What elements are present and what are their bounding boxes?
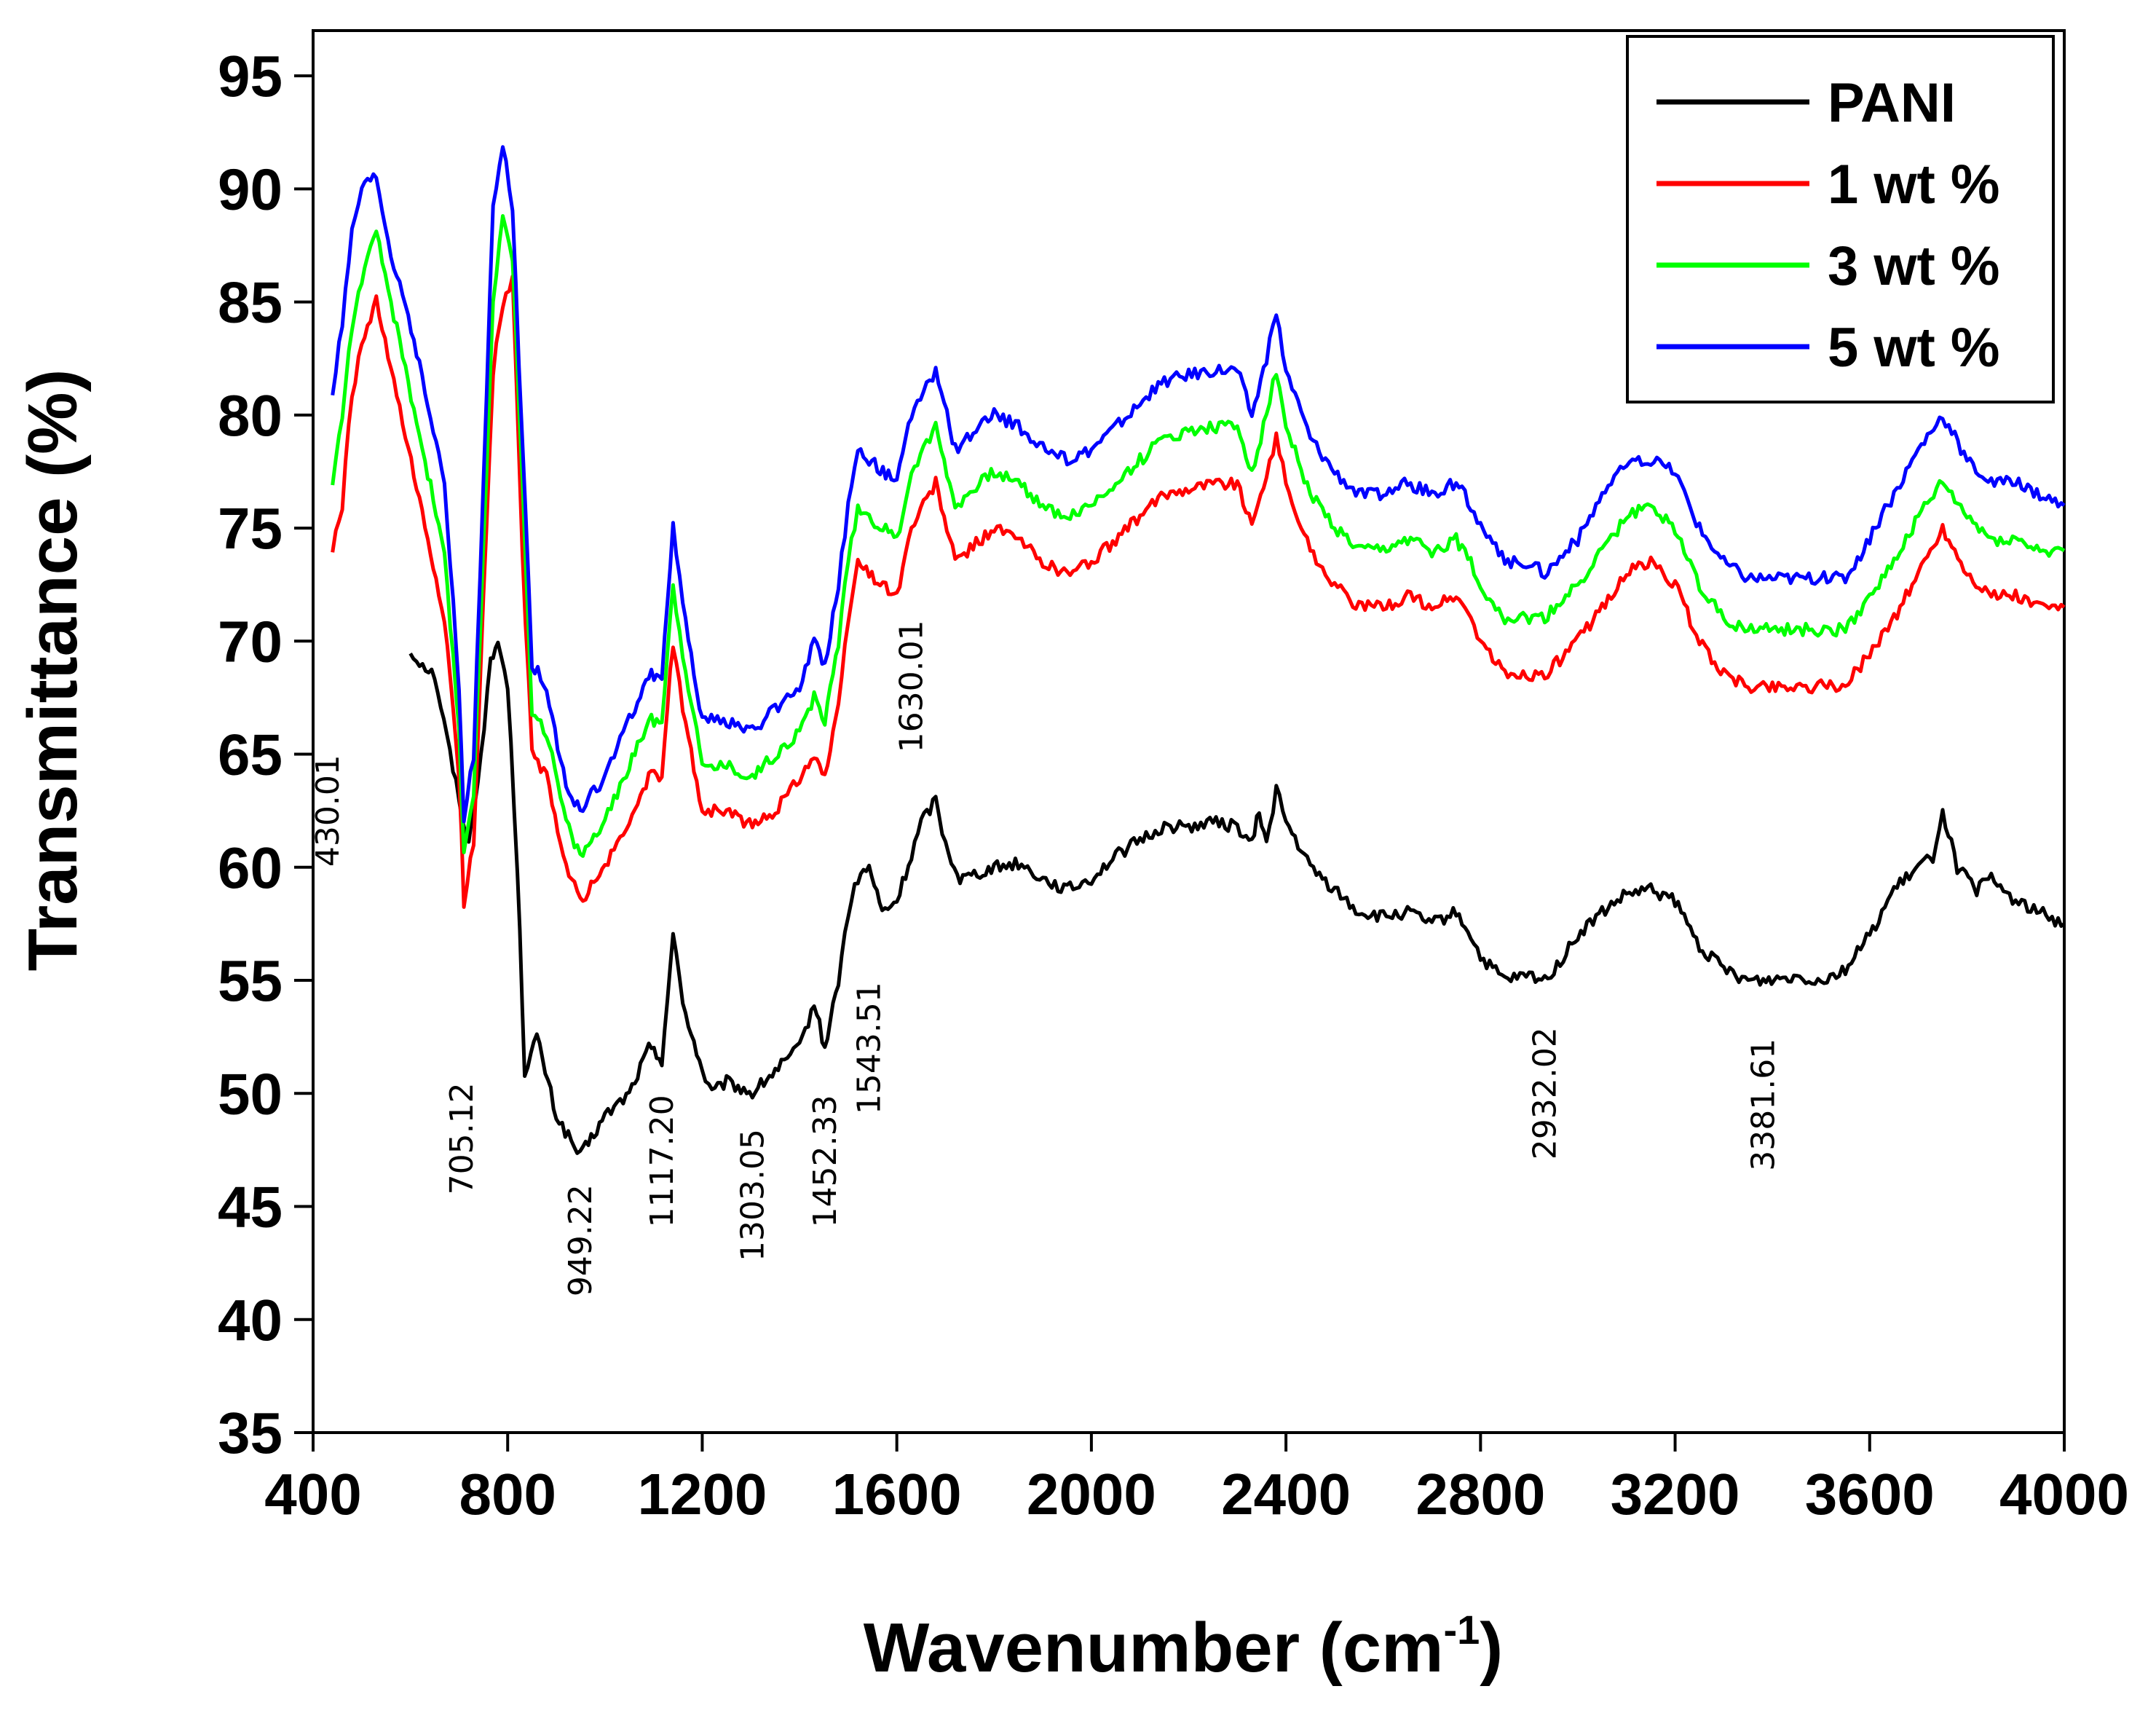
series-layer xyxy=(331,145,2066,1155)
y-tick-label: 85 xyxy=(218,270,283,335)
x-axis-title-sup: -1 xyxy=(1443,1607,1480,1653)
x-tick-label: 1600 xyxy=(832,1462,962,1527)
legend-label: 3 wt % xyxy=(1828,235,2000,297)
plot-frame xyxy=(312,29,2066,1434)
y-tick-label: 40 xyxy=(218,1288,283,1352)
legend-label: 5 wt % xyxy=(1828,317,2000,379)
peak-label: 1543.51 xyxy=(851,982,888,1114)
y-tick-label: 65 xyxy=(218,722,283,787)
peak-label: 1452.33 xyxy=(807,1095,844,1227)
x-tick-label: 2800 xyxy=(1415,1462,1545,1527)
legend-label: PANI xyxy=(1828,72,1956,134)
y-tick-label: 80 xyxy=(218,383,283,448)
y-tick-label: 55 xyxy=(218,948,283,1013)
y-tick-label: 60 xyxy=(218,835,283,900)
x-tick-label: 800 xyxy=(459,1462,556,1527)
peak-label: 3381.61 xyxy=(1745,1039,1782,1171)
x-axis-title: Wavenumber (cm-1) xyxy=(864,1607,1503,1687)
y-tick-label: 90 xyxy=(218,157,283,221)
x-tick-label: 2000 xyxy=(1027,1462,1156,1527)
y-tick-label: 70 xyxy=(218,609,283,674)
x-tick-label: 3200 xyxy=(1611,1462,1740,1527)
series-line xyxy=(331,274,2066,909)
legend-label: 1 wt % xyxy=(1828,154,2000,216)
peak-label: 430.01 xyxy=(309,755,347,867)
x-tick-label: 1200 xyxy=(637,1462,767,1527)
peak-label: 1630.01 xyxy=(893,620,931,752)
peak-label: 705.12 xyxy=(443,1082,481,1194)
x-tick-label: 4000 xyxy=(1999,1462,2129,1527)
x-tick-label: 2400 xyxy=(1221,1462,1351,1527)
series-line xyxy=(408,640,2066,1155)
peak-label: 1117.20 xyxy=(644,1095,681,1227)
x-axis-title-close: ) xyxy=(1480,1609,1503,1687)
y-tick-label: 75 xyxy=(218,496,283,561)
legend: PANI 1 wt % 3 wt % 5 wt % xyxy=(1626,35,2055,403)
peak-label: 2932.02 xyxy=(1527,1027,1564,1159)
y-tick-label: 50 xyxy=(218,1061,283,1126)
x-axis-title-main: Wavenumber (cm xyxy=(864,1609,1444,1687)
x-tick-label: 400 xyxy=(264,1462,361,1527)
y-tick-label: 95 xyxy=(218,44,283,109)
legend-box xyxy=(1626,35,2055,403)
series-line xyxy=(331,214,2066,858)
y-tick-label: 35 xyxy=(218,1401,283,1465)
x-axis: 400 800 1200 1600 2000 2400 2800 3200 3600 4000 xyxy=(264,1433,2129,1527)
y-axis: 35 40 45 50 55 60 65 70 75 80 85 90 95 xyxy=(218,44,313,1465)
x-tick-label: 3600 xyxy=(1805,1462,1935,1527)
y-axis-title: Transmittance (%) xyxy=(14,369,92,972)
peak-label: 1303.05 xyxy=(734,1129,771,1261)
peak-label: 949.22 xyxy=(562,1184,599,1296)
y-tick-label: 45 xyxy=(218,1175,283,1240)
series-line xyxy=(331,145,2066,824)
